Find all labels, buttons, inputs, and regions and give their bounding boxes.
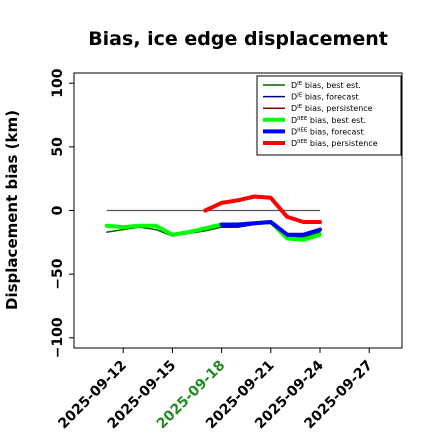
legend-label-1: DIE bias, forecast (291, 93, 359, 102)
y-tick-label: 0 (50, 205, 66, 215)
y-axis-label: Displacement bias (km) (3, 110, 21, 310)
legend: DIE bias, best est. DIE bias, forecast DIE… (256, 75, 402, 156)
series-line-2 (204, 195, 321, 224)
y-tick-label: 100 (50, 68, 66, 97)
legend-label-5: DIIEE bias, persistence (291, 139, 378, 148)
series-line-4 (219, 220, 322, 237)
legend-label-0: DIE bias, best est. (291, 81, 361, 90)
chart-title: Bias, ice edge displacement (88, 28, 388, 50)
y-tick-label: −50 (50, 258, 66, 289)
legend-label-4: DIIEE bias, forecast (291, 127, 364, 136)
legend-label-2: DIE bias, persistence (291, 104, 373, 113)
series-line-5 (203, 194, 322, 224)
y-tick-label: −100 (50, 317, 66, 358)
legend-label-3: DIIEE bias, best est. (291, 116, 366, 125)
y-tick-label: 50 (50, 137, 66, 157)
series-line-3 (104, 220, 322, 242)
